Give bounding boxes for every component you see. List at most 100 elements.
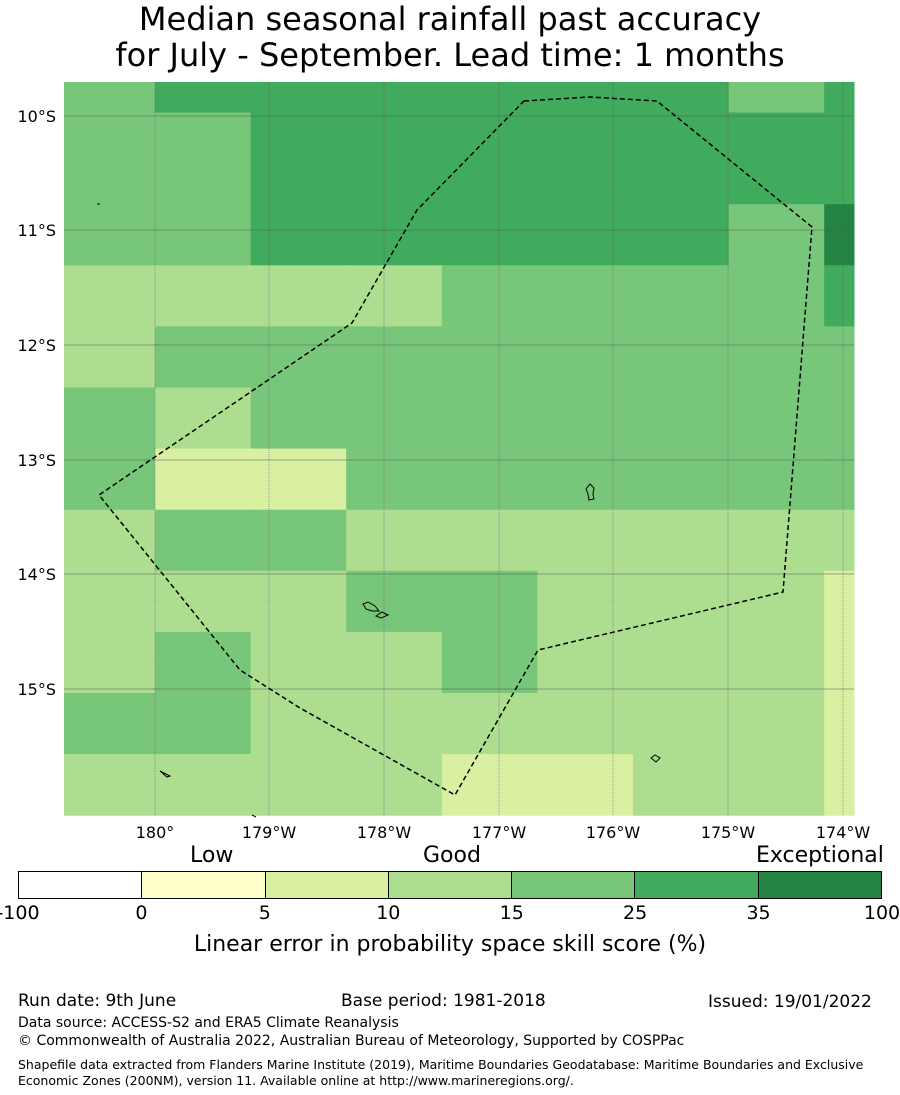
grid-cell	[633, 173, 730, 205]
grid-cell	[824, 173, 855, 205]
latitude-label: 12°S	[17, 336, 56, 355]
grid-cell	[728, 356, 825, 388]
grid-cell	[633, 387, 730, 419]
colorbar-segment	[19, 872, 143, 898]
grid-cell	[250, 82, 347, 114]
grid-cell	[346, 143, 443, 175]
grid-cell	[728, 723, 825, 755]
grid-cell	[824, 540, 855, 572]
grid-cell	[728, 112, 825, 144]
grid-cell	[728, 295, 825, 327]
grid-cell	[728, 540, 825, 572]
grid-cell	[728, 693, 825, 725]
grid-cell	[346, 754, 443, 786]
grid-cell	[250, 265, 347, 297]
grid-cell	[537, 356, 634, 388]
grid-cell	[64, 418, 156, 450]
grid-cell	[537, 570, 634, 602]
grid-cell	[441, 448, 538, 480]
grid-cell	[64, 326, 156, 358]
grid-cell	[64, 784, 156, 816]
colorbar-tick-label: 35	[746, 902, 771, 924]
grid-cell	[728, 143, 825, 175]
grid-cell	[155, 723, 252, 755]
grid-cell	[250, 387, 347, 419]
grid-cell	[155, 601, 252, 633]
grid-cell	[64, 540, 156, 572]
grid-cell	[64, 479, 156, 511]
grid-cell	[633, 448, 730, 480]
grid-cell	[155, 295, 252, 327]
grid-cell	[64, 143, 156, 175]
grid-cell	[824, 234, 855, 266]
grid-cell	[537, 326, 634, 358]
grid-cell	[728, 387, 825, 419]
grid-cell	[537, 387, 634, 419]
grid-cell	[728, 173, 825, 205]
grid-cell	[346, 693, 443, 725]
grid-cell	[346, 601, 443, 633]
colorbar-tick-label: 100	[863, 902, 900, 924]
grid-cell	[64, 509, 156, 541]
grid-cell	[346, 356, 443, 388]
grid-cell	[250, 479, 347, 511]
island-shape	[362, 601, 381, 612]
grid-cell	[537, 723, 634, 755]
grid-cell	[155, 509, 252, 541]
colorbar	[18, 871, 882, 899]
grid-cell	[537, 418, 634, 450]
grid-cell	[441, 387, 538, 419]
grid-cell	[155, 143, 252, 175]
grid-cell	[64, 723, 156, 755]
grid-cell	[346, 112, 443, 144]
grid-cell	[346, 326, 443, 358]
grid-cell	[728, 631, 825, 663]
island-shape	[374, 611, 390, 619]
grid-cell	[537, 601, 634, 633]
grid-cell	[728, 265, 825, 297]
grid-cell	[441, 173, 538, 205]
grid-cell	[537, 509, 634, 541]
latitude-labels: 10°S 11°S 12°S 13°S 14°S 15°S	[17, 107, 56, 699]
grid-cell	[441, 693, 538, 725]
grid-cell	[346, 295, 443, 327]
grid-cell	[64, 234, 156, 266]
grid-cell	[824, 143, 855, 175]
grid-cell	[64, 754, 156, 786]
grid-cell	[728, 479, 825, 511]
grid-cell	[728, 204, 825, 236]
grid-cell	[441, 723, 538, 755]
grid-cell	[441, 509, 538, 541]
grid-cell	[633, 693, 730, 725]
skill-grid	[64, 82, 855, 816]
grid-cell	[64, 662, 156, 694]
grid-cell	[537, 631, 634, 663]
grid-cell	[155, 204, 252, 236]
grid-cell	[633, 295, 730, 327]
longitude-label: 176°W	[586, 823, 641, 842]
grid-cell	[537, 112, 634, 144]
grid-cell	[824, 82, 855, 114]
grid-cell	[346, 387, 443, 419]
longitude-labels: 180° 179°W 178°W 177°W 176°W 175°W 174°W	[136, 823, 871, 842]
grid-cell	[441, 326, 538, 358]
grid-cell	[441, 356, 538, 388]
grid-cell	[155, 479, 252, 511]
grid-cell	[346, 173, 443, 205]
grid-cell	[633, 326, 730, 358]
grid-cell	[537, 784, 634, 816]
grid-cell	[441, 479, 538, 511]
grid-cell	[633, 143, 730, 175]
grid-cell	[250, 723, 347, 755]
grid-cell	[537, 754, 634, 786]
grid-cell	[441, 540, 538, 572]
grid-cell	[155, 82, 252, 114]
grid-cell	[155, 112, 252, 144]
grid-cell	[250, 295, 347, 327]
grid-cell	[824, 112, 855, 144]
longitude-label: 178°W	[357, 823, 412, 842]
grid-cell	[155, 387, 252, 419]
grid-cell	[250, 754, 347, 786]
grid-cell	[633, 662, 730, 694]
grid-cell	[250, 112, 347, 144]
